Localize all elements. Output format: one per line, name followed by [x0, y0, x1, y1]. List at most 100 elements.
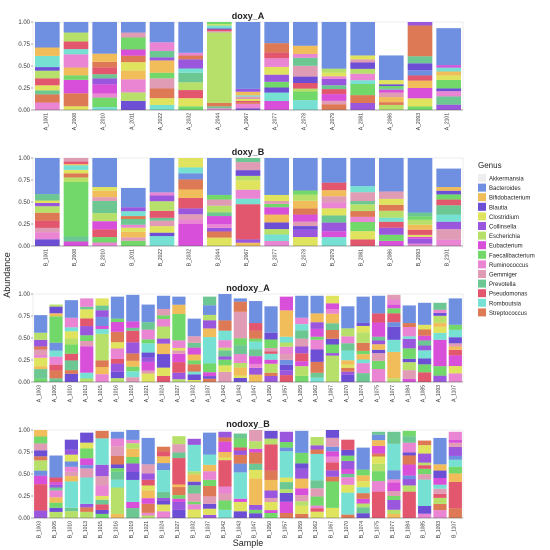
x-tick-label-B_1019: B_1019	[129, 521, 135, 538]
bar-segment-B_1027-gemmiger	[172, 444, 186, 453]
bar-segment-A_1042-bacteroides	[218, 294, 232, 321]
y-tick-label: 1.00	[18, 156, 30, 162]
bar-segment-A_2078-blautia	[293, 76, 318, 83]
legend-label-pseudomonas: Pseudomonas	[489, 292, 527, 298]
bar-segment-A_2101-bifidobacterium	[436, 71, 461, 76]
facet-title-nodoxy_B: nodoxy_B	[226, 419, 270, 429]
bar-segment-B_1027-collinsella	[172, 501, 186, 510]
bar-segment-A_1057-escherichia	[279, 342, 293, 347]
x-tick-label-B_1059: B_1059	[298, 521, 304, 538]
bar-segment-A_1074-prevotella	[356, 373, 370, 382]
bar-segment-B_1042-streptococcus	[218, 437, 232, 442]
bar-segment-B_2011-faecalibacterium	[121, 240, 146, 246]
bar-segment-A_1093-clostridium	[433, 326, 447, 333]
bar-segment-B_2093-pseudomonas	[407, 229, 433, 235]
legend-label-blautia: Blautia	[489, 205, 508, 211]
bar-segment-B_2044-prevotella	[207, 212, 232, 217]
bar-segment-A_1024-bacteroides	[156, 295, 171, 309]
bar-segment-B_1050-clostridium	[264, 502, 278, 511]
bar-segment-B_1077-romboutsia	[387, 443, 401, 471]
bar-segment-B_2093-clostridium	[407, 234, 433, 237]
bar-segment-A_1057-romboutsia	[279, 336, 293, 343]
bar-segment-A_2022-romboutsia	[149, 104, 175, 110]
bar-segment-B_2077-bacteroides	[264, 158, 289, 195]
bar-segment-A_2079-collinsella	[321, 78, 347, 86]
bar-segment-A_1074-romboutsia	[356, 359, 370, 364]
bar-segment-A_1074-blautia	[356, 323, 370, 326]
bar-segment-B_2044-clostridium	[207, 237, 232, 246]
bar-segment-A_2101-prevotella	[436, 96, 461, 105]
bar-segment-B_1005-ruminococcus	[49, 490, 63, 498]
bar-segment-B_2022-blautia	[149, 232, 175, 237]
bar-segment-B_1003-eubacterium	[34, 475, 48, 485]
bar-segment-B_2022-ruminococcus	[149, 192, 175, 196]
bar-segment-B_1093-ruminococcus	[433, 510, 447, 518]
bar-segment-A_1037-eubacterium	[203, 372, 217, 377]
x-tick-label-A_2008: A_2008	[72, 113, 78, 130]
x-tick-label-A_1003: A_1003	[37, 385, 43, 402]
bar-segment-B_2008-escherichia	[63, 177, 89, 182]
bar-segment-B_1047-blautia	[249, 513, 263, 518]
bar-segment-B_1062-faecalibacterium	[310, 496, 324, 506]
bar-segment-B_1067-faecalibacterium	[325, 481, 340, 508]
bar-segment-B_1085-clostridium	[418, 445, 432, 454]
bar-segment-A_1005-bacteroides	[49, 342, 63, 351]
bar-segment-A_2101-ruminococcus	[436, 91, 461, 97]
x-tick-label-A_1043: A_1043	[236, 385, 242, 402]
bar-segment-A_1021-eubacterium	[141, 361, 155, 371]
bar-segment-B_2010-bacteroides	[92, 158, 117, 188]
bar-segment-A_2044-pseudomonas	[207, 29, 232, 32]
bar-segment-B_1085-streptococcus	[418, 440, 432, 446]
bar-segment-A_1019-bifidobacterium	[126, 360, 140, 367]
bar-segment-A_2093-faecalibacterium	[407, 106, 433, 110]
legend-swatch-blautia	[478, 202, 486, 211]
bar-segment-A_2011-escherichia	[121, 92, 146, 101]
bar-segment-B_1050-streptococcus	[264, 470, 278, 480]
bar-segment-B_2022-collinsella	[149, 195, 175, 202]
bar-segment-B_2032-bifidobacterium	[178, 189, 203, 198]
bar-segment-B_1047-gemmiger	[249, 430, 263, 442]
legend-label-romboutsia: Romboutsia	[489, 301, 522, 307]
bar-segment-A_1001-ruminococcus	[35, 102, 60, 110]
bar-segment-A_1107-romboutsia	[448, 329, 462, 338]
x-tick-label-B_1070: B_1070	[344, 521, 350, 538]
bar-segment-A_1067-ruminococcus	[325, 309, 340, 314]
bar-segment-A_1021-gemmiger	[141, 370, 155, 374]
x-tick-label-B_1001: B_1001	[43, 249, 49, 266]
bar-segment-A_1024-ruminococcus	[156, 319, 171, 327]
bar-segment-B_1057-bacteroides	[279, 447, 293, 452]
bar-segment-A_1032-streptococcus	[187, 364, 201, 372]
bar-segment-B_2044-gemmiger	[207, 199, 232, 206]
bar-segment-B_2077-eubacterium	[264, 207, 289, 215]
bar-segment-B_2093-faecalibacterium	[407, 216, 433, 220]
bar-segment-A_2079-bacteroides	[321, 22, 347, 69]
bar-segment-B_2078-bifidobacterium	[293, 200, 318, 209]
legend-label-eubacterium: Eubacterium	[489, 244, 523, 250]
bar-segment-A_1019-bacteroides	[126, 294, 140, 322]
bar-segment-B_1013-eubacterium	[80, 458, 94, 466]
bar-segment-B_1037-ruminococcus	[203, 471, 217, 480]
bar-segment-A_1010-streptococcus	[64, 370, 78, 374]
bar-segment-B_1059-escherichia	[295, 501, 309, 506]
y-tick-label: 0.50	[18, 64, 30, 70]
bar-segment-A_1070-prevotella	[341, 343, 355, 351]
bar-segment-A_1062-bifidobacterium	[310, 313, 324, 323]
y-tick-label: 0.50	[18, 200, 30, 206]
bar-segment-B_1019-blautia	[126, 471, 140, 480]
bar-segment-A_2010-bacteroides	[92, 22, 117, 54]
bar-segment-A_1047-bifidobacterium	[249, 374, 263, 382]
bar-segment-B_1059-collinsella	[295, 468, 309, 479]
bar-segment-B_2022-romboutsia	[149, 236, 175, 246]
bar-segment-A_1084-streptococcus	[402, 323, 416, 328]
bar-segment-A_1070-bifidobacterium	[341, 360, 355, 365]
bar-segment-B_1005-bifidobacterium	[49, 497, 63, 503]
bar-segment-A_2077-blautia	[264, 87, 289, 93]
bar-segment-A_1027-collinsella	[172, 372, 186, 380]
bar-segment-B_1085-collinsella	[418, 453, 432, 463]
bar-segment-A_1015-escherichia	[95, 333, 109, 361]
bar-segment-A_2067-pseudomonas	[235, 100, 261, 103]
x-tick-label-B_1003: B_1003	[37, 521, 43, 538]
bar-segment-A_1003-clostridium	[34, 357, 48, 367]
x-tick-label-B_2078: B_2078	[301, 249, 307, 266]
bar-segment-A_1077-ruminococcus	[387, 299, 401, 305]
